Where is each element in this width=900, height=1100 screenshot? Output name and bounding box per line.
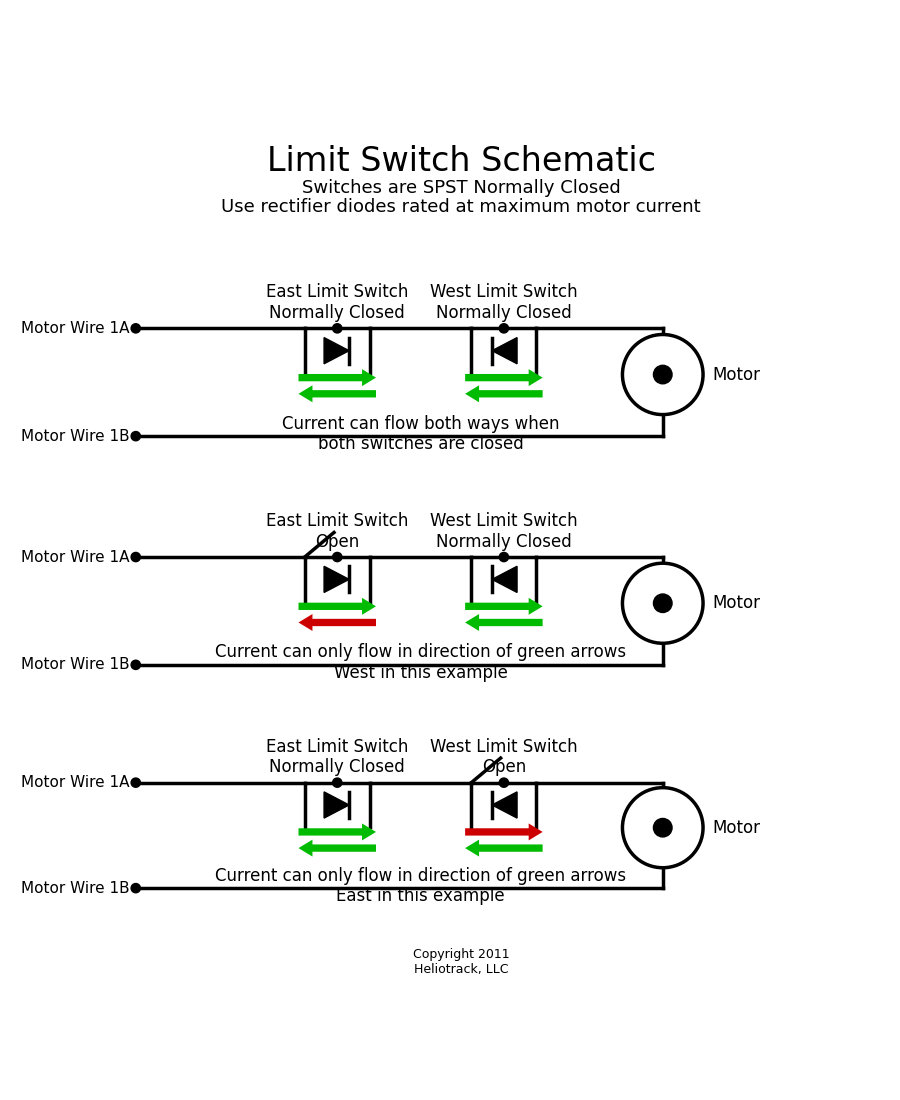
Text: Motor Wire 1B: Motor Wire 1B	[21, 881, 130, 895]
Text: East Limit Switch
Normally Closed: East Limit Switch Normally Closed	[266, 284, 409, 322]
Polygon shape	[492, 338, 517, 364]
Circle shape	[623, 788, 703, 868]
Circle shape	[623, 563, 703, 644]
Text: Motor Wire 1A: Motor Wire 1A	[21, 321, 130, 336]
Text: East Limit Switch
Normally Closed: East Limit Switch Normally Closed	[266, 738, 409, 777]
Text: Current can flow both ways when
both switches are closed: Current can flow both ways when both swi…	[282, 415, 559, 453]
Circle shape	[131, 883, 140, 893]
Text: East Limit Switch
Open: East Limit Switch Open	[266, 513, 409, 551]
Circle shape	[333, 323, 342, 333]
Text: Current can only flow in direction of green arrows
West in this example: Current can only flow in direction of gr…	[215, 644, 626, 682]
Circle shape	[623, 334, 703, 415]
FancyArrow shape	[299, 385, 376, 403]
FancyArrow shape	[465, 839, 543, 857]
Text: Motor: Motor	[712, 365, 760, 384]
Text: West Limit Switch
Normally Closed: West Limit Switch Normally Closed	[430, 513, 578, 551]
FancyArrow shape	[299, 839, 376, 857]
FancyArrow shape	[465, 597, 543, 615]
Text: Motor Wire 1A: Motor Wire 1A	[21, 776, 130, 790]
FancyArrow shape	[299, 597, 376, 615]
Circle shape	[333, 778, 342, 788]
Text: Copyright 2011
Heliotrack, LLC: Copyright 2011 Heliotrack, LLC	[413, 948, 509, 976]
Text: Motor: Motor	[712, 594, 760, 613]
Circle shape	[500, 323, 508, 333]
Circle shape	[653, 818, 672, 837]
Polygon shape	[324, 566, 349, 593]
Text: West Limit Switch
Open: West Limit Switch Open	[430, 738, 578, 777]
Text: Current can only flow in direction of green arrows
East in this example: Current can only flow in direction of gr…	[215, 867, 626, 905]
Text: Switches are SPST Normally Closed: Switches are SPST Normally Closed	[302, 179, 621, 197]
Text: Motor Wire 1B: Motor Wire 1B	[21, 429, 130, 443]
FancyArrow shape	[465, 614, 543, 631]
Circle shape	[500, 552, 508, 562]
FancyArrow shape	[299, 824, 376, 840]
Circle shape	[333, 552, 342, 562]
Circle shape	[131, 323, 140, 333]
Text: West Limit Switch
Normally Closed: West Limit Switch Normally Closed	[430, 284, 578, 322]
Text: Use rectifier diodes rated at maximum motor current: Use rectifier diodes rated at maximum mo…	[221, 198, 701, 216]
Polygon shape	[324, 338, 349, 364]
Polygon shape	[324, 792, 349, 818]
Polygon shape	[492, 792, 517, 818]
Text: Motor Wire 1A: Motor Wire 1A	[21, 550, 130, 564]
Circle shape	[131, 660, 140, 670]
Text: Motor: Motor	[712, 818, 760, 837]
Text: Limit Switch Schematic: Limit Switch Schematic	[266, 145, 656, 178]
FancyArrow shape	[299, 370, 376, 386]
Circle shape	[653, 365, 672, 384]
Circle shape	[131, 778, 140, 788]
Circle shape	[500, 778, 508, 788]
FancyArrow shape	[465, 385, 543, 403]
Circle shape	[131, 552, 140, 562]
Circle shape	[653, 594, 672, 613]
FancyArrow shape	[465, 370, 543, 386]
Circle shape	[131, 431, 140, 441]
FancyArrow shape	[465, 824, 543, 840]
Polygon shape	[492, 566, 517, 593]
Text: Motor Wire 1B: Motor Wire 1B	[21, 658, 130, 672]
FancyArrow shape	[299, 614, 376, 631]
